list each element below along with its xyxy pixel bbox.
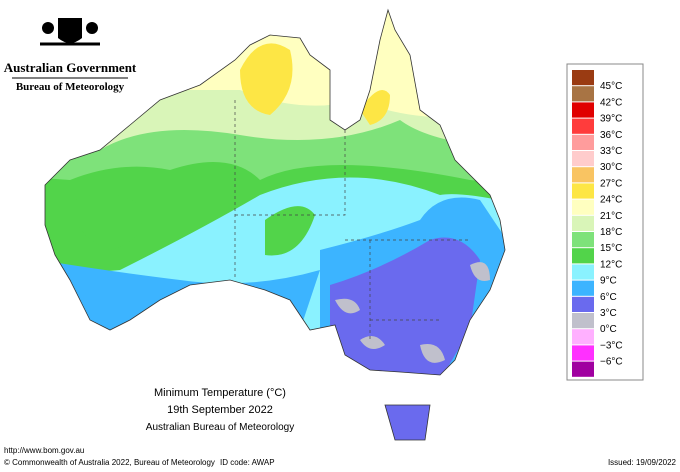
id-code: ID code: AWAP — [220, 458, 275, 467]
tasmania — [384, 404, 431, 441]
legend-swatch — [572, 70, 594, 86]
issued: Issued: 19/09/2022 — [608, 458, 677, 467]
legend-swatch — [572, 151, 594, 167]
agency: Australian Government — [4, 60, 137, 75]
legend-swatch — [572, 248, 594, 264]
legend-swatch — [572, 296, 594, 312]
legend-label: 24°C — [600, 195, 622, 206]
legend-swatch — [572, 86, 594, 102]
legend-label: 0°C — [600, 324, 617, 335]
legend-label: 33°C — [600, 146, 622, 157]
emblem — [40, 18, 100, 46]
legend-label: 9°C — [600, 276, 617, 287]
legend-label: 6°C — [600, 292, 617, 303]
url: http://www.bom.gov.au — [4, 446, 84, 455]
legend-swatch — [572, 118, 594, 134]
legend-label: 36°C — [600, 130, 622, 141]
legend-label: 21°C — [600, 211, 622, 222]
legend-label: 15°C — [600, 243, 622, 254]
bureau: Bureau of Meteorology — [16, 81, 125, 93]
legend-swatch — [572, 361, 594, 377]
map-source: Australian Bureau of Meteorology — [146, 422, 294, 433]
legend-swatch — [572, 183, 594, 199]
legend-swatch — [572, 167, 594, 183]
legend-swatch — [572, 329, 594, 345]
legend-label: 27°C — [600, 178, 622, 189]
legend-swatch — [572, 313, 594, 329]
legend-label: −3°C — [600, 340, 623, 351]
legend-swatch — [572, 280, 594, 296]
legend-swatch — [572, 134, 594, 150]
legend-swatch — [572, 199, 594, 215]
legend-label: 18°C — [600, 227, 622, 238]
copyright: © Commonwealth of Australia 2022, Bureau… — [4, 458, 215, 467]
legend-label: 3°C — [600, 308, 617, 319]
map-title: Minimum Temperature (°C) — [154, 387, 286, 399]
legend-label: 30°C — [600, 162, 622, 173]
state-borders — [234, 100, 470, 340]
legend-label: 39°C — [600, 114, 622, 125]
legend-label: 45°C — [600, 81, 622, 92]
legend-swatch — [572, 345, 594, 361]
legend: 45°C 42°C 39°C 36°C 33°C 30°C 27°C 24°C 21°C 18°C… — [572, 70, 623, 377]
legend-swatch — [572, 215, 594, 231]
legend-swatch — [572, 264, 594, 280]
legend-swatch — [572, 232, 594, 248]
legend-label: 12°C — [600, 259, 622, 270]
legend-swatch — [572, 102, 594, 118]
legend-label: −6°C — [600, 357, 623, 368]
map-date: 19th September 2022 — [167, 404, 273, 416]
legend-label: 42°C — [600, 97, 622, 108]
